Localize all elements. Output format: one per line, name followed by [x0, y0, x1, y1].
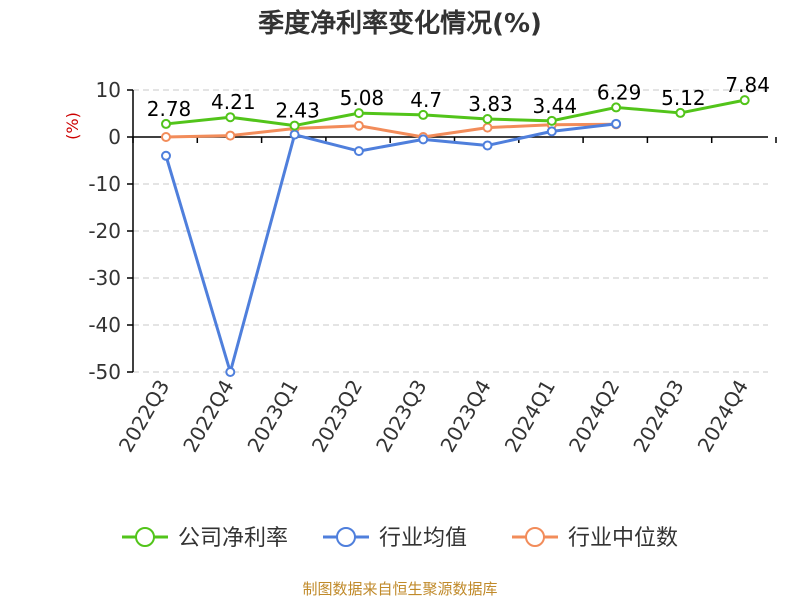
data-labels: 2.78 4.21 2.43 5.08 4.7 3.83 3.44 6.29 5.12 7.84: [147, 73, 770, 122]
y-tick-label: -40: [88, 313, 121, 337]
x-tick-label: 2024Q2: [564, 376, 624, 457]
legend[interactable]: 公司净利率 行业均值 行业中位数: [122, 526, 678, 551]
data-label: 4.7: [410, 88, 442, 112]
x-tick-label: 2023Q4: [435, 376, 495, 457]
y-tick-label: -30: [88, 266, 121, 290]
legend-label: 行业中位数: [568, 526, 678, 551]
data-point[interactable]: [546, 115, 557, 126]
data-label: 7.84: [725, 73, 770, 97]
legend-swatch-marker: [336, 527, 356, 547]
data-point[interactable]: [353, 108, 364, 119]
data-point[interactable]: [353, 120, 364, 131]
x-tick-label: 2022Q4: [178, 376, 238, 457]
data-point[interactable]: [482, 140, 493, 151]
x-tick-label: 2024Q3: [628, 376, 688, 457]
chart-title: 季度净利率变化情况(%): [258, 8, 542, 39]
x-tick-label: 2022Q3: [114, 376, 174, 457]
data-point[interactable]: [225, 367, 236, 377]
legend-item-1[interactable]: 行业均值: [323, 526, 467, 551]
series-0: [161, 95, 750, 131]
data-point[interactable]: [611, 118, 622, 129]
series-line: [165, 98, 745, 128]
data-point[interactable]: [225, 112, 236, 123]
data-point[interactable]: [739, 95, 750, 106]
x-tick-label: 2023Q1: [242, 376, 302, 457]
legend-label: 行业均值: [379, 526, 467, 551]
data-label: 3.83: [468, 92, 513, 116]
legend-swatch-marker: [525, 527, 545, 547]
data-point[interactable]: [161, 150, 171, 161]
data-point[interactable]: [611, 102, 622, 113]
y-tick-label: -50: [88, 360, 121, 384]
series-1: [161, 118, 622, 377]
data-label: 6.29: [597, 80, 642, 104]
series-layer: [161, 95, 750, 377]
data-point[interactable]: [418, 134, 429, 145]
y-tick-label: -20: [88, 219, 121, 243]
data-point[interactable]: [482, 113, 493, 124]
x-tick-label: 2024Q1: [500, 376, 560, 457]
data-label: 4.21: [211, 90, 256, 114]
y-tick-label: 0: [108, 125, 121, 149]
source-note: 制图数据来自恒生聚源数据库: [302, 580, 497, 598]
data-point[interactable]: [225, 130, 236, 141]
data-point[interactable]: [353, 146, 364, 157]
legend-swatch-marker: [135, 527, 155, 547]
x-tick-label: 2023Q2: [307, 376, 367, 457]
data-point[interactable]: [161, 132, 171, 142]
data-label: 2.78: [147, 97, 192, 121]
data-point[interactable]: [418, 109, 429, 120]
x-tick-label: 2024Q4: [693, 376, 753, 457]
y-axis-label: (%): [63, 112, 82, 140]
grid-lines: [133, 89, 768, 373]
legend-label: 公司净利率: [178, 526, 288, 551]
data-point[interactable]: [289, 120, 300, 131]
x-tick-label: 2023Q3: [371, 376, 431, 457]
y-tick-label: -10: [88, 172, 121, 196]
data-label: 2.43: [275, 99, 320, 123]
data-point[interactable]: [675, 107, 686, 118]
data-point[interactable]: [161, 118, 171, 129]
data-label: 5.08: [340, 86, 385, 110]
legend-item-2[interactable]: 行业中位数: [512, 526, 678, 551]
y-tick-label: 10: [96, 78, 121, 102]
legend-item-0[interactable]: 公司净利率: [122, 526, 288, 551]
data-label: 3.44: [533, 94, 578, 118]
data-point[interactable]: [546, 126, 557, 137]
data-label: 5.12: [661, 86, 706, 110]
data-point[interactable]: [289, 129, 300, 140]
data-point[interactable]: [482, 122, 493, 133]
series-line: [165, 122, 617, 139]
series-line: [164, 122, 617, 374]
